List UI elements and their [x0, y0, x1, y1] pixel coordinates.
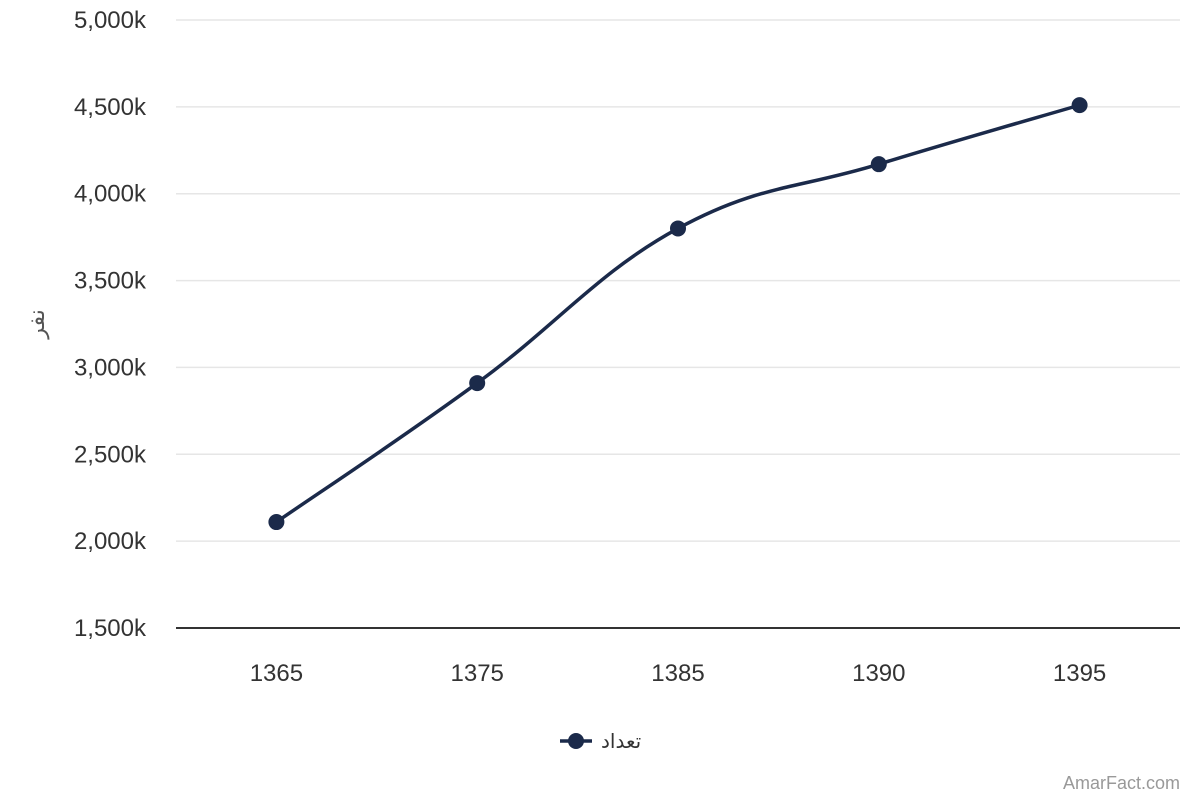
x-tick-label: 1375: [451, 660, 504, 687]
x-tick-label: 1390: [852, 660, 905, 687]
x-tick-label: 1365: [250, 660, 303, 687]
y-tick-label: 1,500k: [74, 615, 147, 642]
grid-lines: [176, 19, 1180, 542]
data-point-marker[interactable]: [469, 375, 486, 392]
data-point-marker[interactable]: [670, 220, 686, 237]
legend[interactable]: تعداد: [560, 729, 641, 753]
x-tick-label: 1395: [1053, 660, 1106, 687]
data-point-marker[interactable]: [1071, 97, 1088, 114]
legend-label: تعداد: [601, 729, 641, 753]
y-tick-label: 5,000k: [74, 7, 147, 34]
x-tick-label: 1385: [651, 660, 704, 687]
series-layer: [268, 97, 1088, 531]
legend-marker-swatch: [568, 733, 584, 749]
y-axis-title: نفر: [25, 309, 50, 339]
x-axis-tick-labels: 1365 1375 1385 1390 1395: [250, 660, 1107, 687]
y-tick-label: 2,500k: [74, 441, 147, 468]
y-tick-label: 2,000k: [74, 528, 147, 555]
data-point-marker[interactable]: [870, 156, 887, 173]
y-tick-label: 4,500k: [74, 94, 147, 121]
y-tick-label: 3,500k: [74, 268, 147, 295]
data-point-marker[interactable]: [268, 514, 285, 531]
y-tick-label: 4,000k: [74, 181, 147, 208]
series-line: [274, 103, 1082, 524]
site-credit[interactable]: AmarFact.com: [1062, 773, 1180, 793]
y-tick-label: 3,000k: [74, 354, 147, 381]
y-axis-tick-labels: 1,500k 2,000k 2,500k 3,000k 3,500k 4,000k 4,50…: [74, 7, 147, 642]
